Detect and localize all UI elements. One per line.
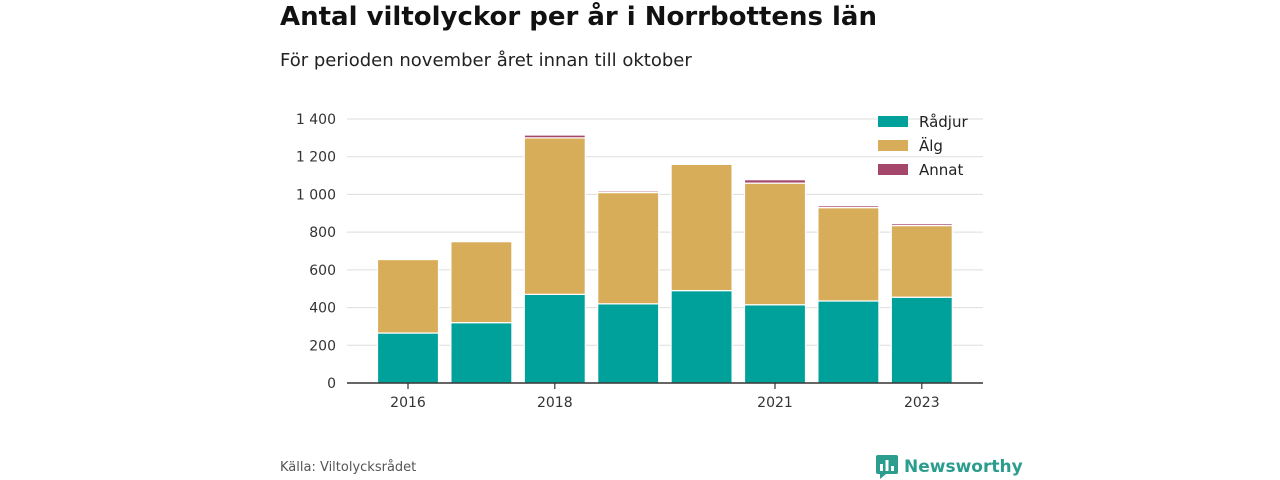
- y-tick-label: 800: [309, 225, 336, 241]
- x-tick-label: 2018: [537, 395, 573, 411]
- brand-logo[interactable]: Newsworthy: [876, 455, 1023, 479]
- bar-segment[interactable]: [450, 240, 513, 324]
- chart-title: Antal viltolyckor per år i Norrbottens l…: [280, 2, 877, 32]
- bar-segment[interactable]: [523, 137, 586, 295]
- bars: [376, 134, 953, 384]
- y-tick-label: 1 200: [296, 150, 336, 166]
- bar-segment[interactable]: [743, 179, 807, 184]
- bar-segment[interactable]: [670, 290, 733, 384]
- legend-swatch: [878, 140, 908, 151]
- legend-label: Annat: [919, 161, 963, 179]
- newsworthy-logo-icon: [876, 455, 898, 479]
- y-tick-label: 0: [327, 376, 336, 392]
- bar-segment[interactable]: [890, 223, 953, 227]
- bar-segment[interactable]: [817, 205, 880, 209]
- bar-segment[interactable]: [376, 258, 440, 261]
- y-tick-label: 600: [309, 263, 336, 279]
- bar-segment[interactable]: [597, 191, 660, 305]
- x-tick-label: 2021: [757, 395, 793, 411]
- brand-name: Newsworthy: [904, 457, 1023, 477]
- source-note: Källa: Viltolycksrådet: [280, 460, 417, 475]
- grid-lines: [347, 118, 983, 346]
- x-tick-label: 2023: [904, 395, 940, 411]
- bar-segment[interactable]: [817, 207, 880, 302]
- bar-segment[interactable]: [523, 134, 586, 139]
- legend-label: Rådjur: [919, 113, 968, 131]
- y-tick-label: 200: [309, 338, 336, 354]
- y-tick-label: 1 000: [296, 187, 336, 203]
- chart-subtitle: För perioden november året innan till ok…: [280, 50, 692, 71]
- bar-segment[interactable]: [890, 224, 953, 298]
- y-tick-label: 400: [309, 301, 336, 317]
- bar-segment[interactable]: [743, 304, 807, 384]
- legend-swatch: [878, 116, 908, 127]
- bar-segment[interactable]: [597, 190, 660, 194]
- y-tick-label: 1 400: [296, 112, 336, 128]
- legend-swatch: [878, 164, 908, 175]
- legend: Rådjur Älg Annat: [878, 113, 968, 179]
- bar-segment[interactable]: [890, 296, 953, 384]
- bar-segment[interactable]: [376, 332, 440, 384]
- x-axis-ticks: 2016 2018 2021 2023: [390, 383, 940, 411]
- bar-segment[interactable]: [743, 182, 807, 306]
- bar-segment[interactable]: [376, 258, 440, 334]
- bar-chart: 0 200 400 600 800 1 000 1 200 1 400 2016 2018 202…: [296, 112, 983, 411]
- bar-segment[interactable]: [670, 163, 733, 292]
- bar-segment[interactable]: [523, 293, 586, 384]
- legend-label: Älg: [919, 136, 943, 155]
- y-axis-ticks: 0 200 400 600 800 1 000 1 200 1 400: [296, 112, 336, 392]
- bar-segment[interactable]: [450, 240, 513, 243]
- bar-segment[interactable]: [817, 300, 880, 384]
- bar-segment[interactable]: [450, 322, 513, 384]
- bar-segment[interactable]: [597, 303, 660, 384]
- x-tick-label: 2016: [390, 395, 426, 411]
